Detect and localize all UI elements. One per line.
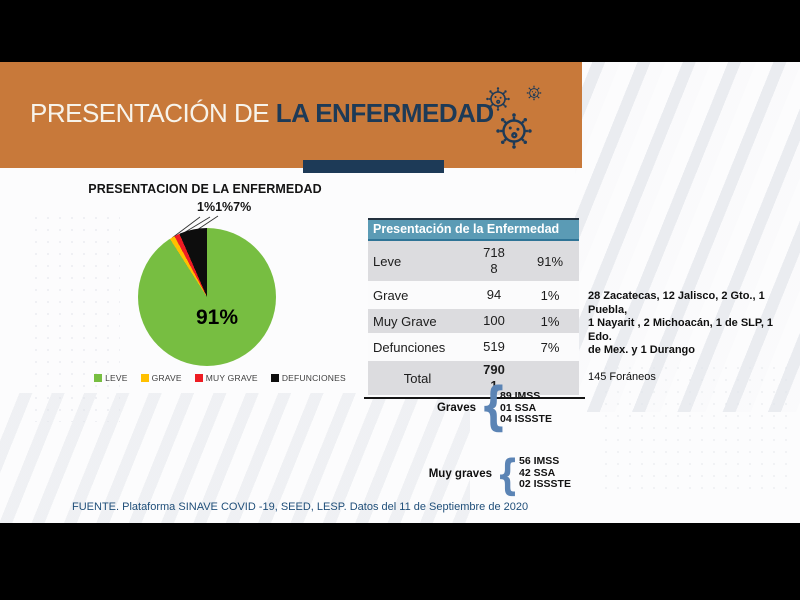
table-row-total: Total 790 1 (368, 361, 579, 397)
muy-graves-item-ssa: 42 SSA (519, 466, 556, 479)
row-value: 519 (483, 339, 505, 354)
graves-breakdown-list: 89 IMSS 01 SSA 04 ISSSTE (500, 390, 552, 426)
virus-icon (485, 85, 542, 150)
table-row-leve: Leve 718 8 91% (368, 241, 579, 283)
muy-graves-breakdown-list: 56 IMSS 42 SSA 02 ISSSTE (519, 455, 571, 491)
muy-graves-item-issste: 02 ISSSTE (519, 478, 571, 490)
chart-title: PRESENTACION DE LA ENFERMEDAD (88, 182, 322, 196)
row-value: 718 8 (483, 245, 505, 276)
row-label: Muy Grave (373, 313, 437, 329)
row-percent: 7% (540, 339, 560, 355)
graves-item-issste: 04 ISSSTE (500, 413, 552, 425)
legend-label-muy-grave: MUY GRAVE (205, 373, 258, 383)
table-bottom-border (364, 397, 585, 399)
legend-item-grave: GRAVE (140, 373, 182, 383)
muy-graves-item-imss: 56 IMSS (519, 455, 560, 467)
states-note-line: de Mex. y 1 Durango (588, 344, 695, 356)
legend-swatch-leve-icon (94, 374, 103, 382)
page-title-bold: LA ENFERMEDAD (275, 98, 494, 128)
row-percent: 91% (536, 253, 564, 269)
legend-label-leve: LEVE (105, 373, 128, 383)
table-row-muy-grave: Muy Grave 100 1% (368, 309, 579, 335)
row-percent: 1% (540, 313, 560, 329)
pie (138, 228, 276, 366)
legend-label-grave: GRAVE (151, 373, 182, 383)
states-note-line: 28 Zacatecas, 12 Jalisco, 2 Gto., 1 Pueb… (588, 290, 765, 316)
row-label: Grave (373, 287, 409, 303)
page-title: PRESENTACIÓN DE LA ENFERMEDAD (30, 98, 494, 129)
legend-item-muy-grave: MUY GRAVE (194, 373, 258, 383)
navy-accent-bar (303, 160, 444, 173)
table-row-defunciones: Defunciones 519 7% (368, 335, 579, 361)
row-value: 790 1 (483, 362, 505, 393)
pie-center-label: 91% (195, 306, 239, 329)
legend-swatch-muy-grave-icon (194, 374, 203, 382)
states-note-line: 1 Nayarit , 2 Michoacán, 1 de SLP, 1 Edo… (588, 317, 774, 343)
table-header: Presentación de la Enfermedad (368, 218, 579, 241)
row-label: Total (403, 370, 432, 386)
graves-item-imss: 89 IMSS (500, 390, 541, 402)
chart-legend: LEVE GRAVE MUY GRAVE DEFUNCIONES (60, 373, 380, 383)
graves-item-ssa: 01 SSA (500, 401, 537, 414)
row-value: 100 (483, 313, 505, 328)
slide: PRESENTACIÓN DE LA ENFERMEDAD (0, 62, 800, 523)
legend-item-defunciones: DEFUNCIONES (270, 373, 346, 383)
row-label: Leve (373, 253, 402, 269)
row-value: 94 (486, 287, 502, 302)
pie-percentage-callout: 1%1%7% (197, 200, 252, 214)
page-title-regular: PRESENTACIÓN DE (30, 98, 276, 128)
legend-swatch-grave-icon (140, 374, 149, 382)
source-footer: FUENTE. Plataforma SINAVE COVID -19, SEE… (72, 501, 529, 513)
muy-graves-label: Muy graves (428, 468, 492, 480)
dot-pattern-left (30, 212, 120, 422)
row-percent: 1% (540, 287, 560, 303)
title-banner: PRESENTACIÓN DE LA ENFERMEDAD (0, 62, 582, 168)
states-note: 28 Zacatecas, 12 Jalisco, 2 Gto., 1 Pueb… (588, 290, 798, 383)
muy-graves-brace-icon: { (496, 450, 520, 500)
graves-brace-icon: { (479, 375, 508, 437)
legend-item-leve: LEVE (94, 373, 128, 383)
row-label: Defunciones (373, 339, 446, 355)
disease-table: Presentación de la Enfermedad Leve 718 8… (368, 218, 579, 397)
table-row-grave: Grave 94 1% (368, 283, 579, 309)
graves-label: Graves (436, 402, 476, 414)
foraneos-note: 145 Foráneos (588, 370, 656, 383)
legend-label-defunciones: DEFUNCIONES (281, 373, 346, 383)
legend-swatch-defunciones-icon (270, 374, 279, 382)
